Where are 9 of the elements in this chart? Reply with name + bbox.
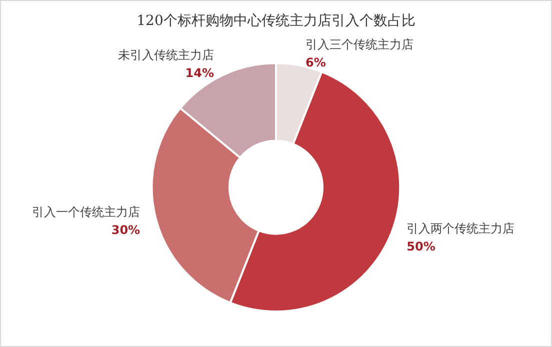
slice-label: 引入一个传统主力店 bbox=[32, 205, 140, 220]
data-label: 30% bbox=[111, 223, 140, 238]
data-label: 14% bbox=[185, 66, 214, 80]
slice-label: 引入两个传统主力店 bbox=[406, 221, 515, 236]
slice-label: 未引入传统主力店 bbox=[118, 48, 214, 62]
data-label: 50% bbox=[406, 239, 436, 254]
chart-title: 120个标杆购物中心传统主力店引入个数占比 bbox=[136, 13, 416, 29]
data-label: 6% bbox=[306, 56, 326, 70]
slice-label: 引入三个传统主力店 bbox=[306, 38, 414, 52]
